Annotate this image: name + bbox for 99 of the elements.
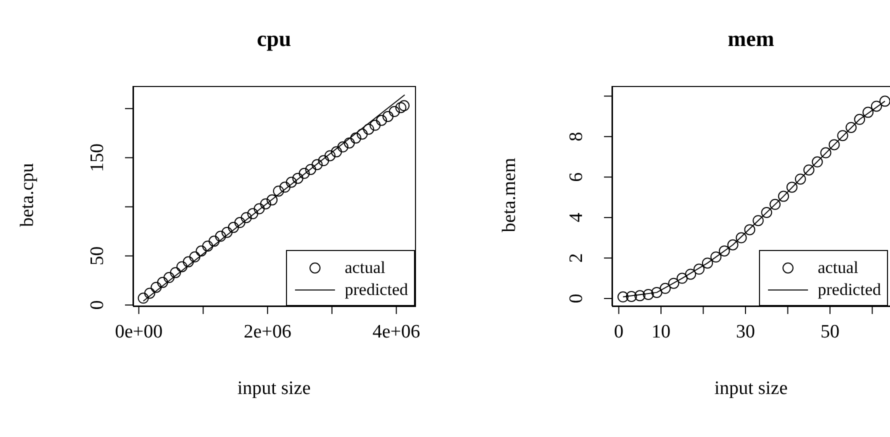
point bbox=[215, 230, 226, 242]
point bbox=[150, 282, 162, 293]
point bbox=[202, 240, 214, 252]
point bbox=[382, 110, 394, 122]
point bbox=[770, 198, 781, 210]
point bbox=[676, 272, 688, 284]
point bbox=[292, 172, 304, 184]
point bbox=[642, 288, 654, 300]
point bbox=[660, 282, 671, 294]
point bbox=[794, 174, 806, 185]
point bbox=[854, 114, 866, 125]
point bbox=[260, 198, 272, 210]
point bbox=[388, 106, 400, 118]
point bbox=[812, 156, 823, 168]
y-tick-label: 0 bbox=[87, 300, 108, 310]
point bbox=[710, 252, 722, 263]
y-tick-label: 6 bbox=[566, 172, 587, 182]
point bbox=[736, 232, 747, 244]
point bbox=[370, 120, 381, 131]
legend-label: actual bbox=[818, 258, 858, 278]
point bbox=[820, 147, 832, 158]
point bbox=[330, 146, 342, 158]
point bbox=[182, 256, 194, 268]
point bbox=[685, 268, 696, 280]
point bbox=[837, 130, 848, 142]
point bbox=[196, 246, 207, 256]
x-tick-label: 10 bbox=[652, 321, 671, 342]
chart-title: cpu bbox=[256, 26, 292, 52]
point bbox=[344, 137, 355, 148]
point bbox=[234, 217, 246, 228]
point bbox=[240, 212, 252, 224]
point bbox=[350, 132, 362, 144]
point bbox=[356, 128, 368, 140]
point bbox=[208, 236, 220, 247]
point bbox=[376, 114, 388, 126]
y-axis-title: beta.cpu bbox=[17, 162, 39, 229]
point bbox=[786, 182, 798, 193]
point bbox=[164, 272, 175, 284]
point bbox=[727, 239, 738, 250]
point bbox=[254, 203, 265, 214]
point bbox=[337, 141, 348, 152]
point bbox=[170, 267, 181, 278]
point bbox=[617, 291, 628, 302]
point bbox=[286, 176, 297, 188]
x-axis-title: input size bbox=[713, 378, 789, 400]
point bbox=[305, 164, 316, 175]
point bbox=[828, 139, 840, 150]
point bbox=[634, 290, 646, 302]
legend-label: predicted bbox=[344, 280, 408, 300]
point bbox=[318, 155, 330, 166]
point bbox=[228, 222, 239, 233]
x-tick-label: 30 bbox=[736, 321, 756, 342]
x-tick-label: 4e+06 bbox=[372, 321, 420, 342]
legend-label: actual bbox=[344, 258, 386, 278]
y-tick-label: 2 bbox=[566, 253, 587, 263]
point bbox=[694, 264, 705, 275]
point bbox=[138, 292, 149, 304]
point bbox=[363, 124, 374, 135]
y-tick-label: 4 bbox=[566, 212, 587, 222]
point bbox=[803, 164, 814, 176]
point bbox=[752, 215, 764, 226]
x-tick-label: 0 bbox=[614, 321, 624, 342]
point bbox=[862, 106, 874, 118]
x-axis-title: input size bbox=[236, 378, 312, 400]
point bbox=[298, 168, 310, 179]
point bbox=[189, 251, 200, 262]
y-tick-label: 150 bbox=[87, 143, 108, 172]
point bbox=[398, 100, 410, 112]
point bbox=[247, 208, 258, 220]
point bbox=[273, 186, 284, 197]
point bbox=[324, 150, 336, 162]
point bbox=[312, 159, 323, 170]
y-tick-label: 8 bbox=[566, 132, 587, 142]
point bbox=[761, 206, 772, 218]
point bbox=[279, 182, 290, 193]
point bbox=[395, 102, 406, 114]
point bbox=[157, 276, 168, 288]
y-axis-title: beta.mem bbox=[499, 156, 521, 234]
point bbox=[651, 286, 662, 298]
point bbox=[144, 288, 156, 299]
chart-title: mem bbox=[726, 26, 776, 52]
point bbox=[266, 194, 278, 206]
point bbox=[778, 190, 790, 202]
point bbox=[846, 122, 857, 133]
y-tick-label: 0 bbox=[566, 294, 587, 304]
x-tick-label: 50 bbox=[820, 321, 840, 342]
point bbox=[668, 278, 680, 289]
point bbox=[879, 96, 890, 107]
point bbox=[626, 290, 637, 302]
point bbox=[870, 100, 882, 112]
point bbox=[718, 245, 730, 256]
point bbox=[744, 224, 756, 236]
legend-label: predicted bbox=[818, 280, 881, 300]
point bbox=[222, 226, 232, 238]
x-tick-label: 2e+06 bbox=[244, 321, 292, 342]
y-tick-label: 50 bbox=[87, 246, 108, 266]
point bbox=[176, 261, 188, 272]
x-tick-label: 0e+00 bbox=[114, 321, 163, 342]
point bbox=[702, 258, 713, 269]
